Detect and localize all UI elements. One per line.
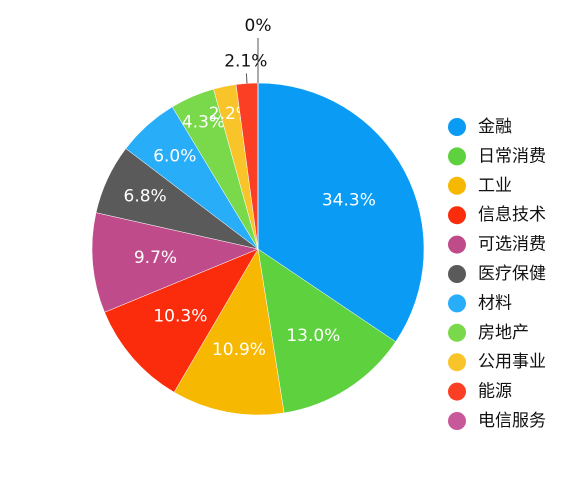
data-label: 10.3%	[153, 307, 207, 327]
legend-label: 材料	[478, 293, 512, 313]
data-label: 34.3%	[322, 191, 376, 211]
legend-marker	[448, 206, 466, 225]
data-label: 6.0%	[153, 146, 196, 166]
legend-label: 公用事业	[478, 352, 546, 372]
pie-slice	[173, 248, 285, 416]
legend-label: 电信服务	[478, 411, 546, 431]
legend-marker	[448, 382, 466, 401]
legend-label: 工业	[478, 176, 512, 196]
legend-marker	[448, 412, 466, 430]
legend-label: 信息技术	[478, 205, 546, 225]
legend-label: 日常消费	[478, 146, 546, 166]
pie-slice	[91, 212, 259, 313]
data-label: 6.8%	[124, 187, 167, 207]
data-label: 2.1%	[224, 51, 267, 71]
legend-label: 房地产	[478, 323, 529, 343]
legend-marker	[448, 323, 466, 342]
legend-marker	[448, 147, 466, 166]
legend-marker	[448, 118, 466, 136]
pie-slice	[257, 248, 397, 414]
data-label: 0%	[245, 16, 272, 36]
leader-line	[245, 73, 248, 84]
legend-marker	[448, 235, 466, 254]
legend-label: 能源	[478, 382, 512, 402]
legend-label: 医疗保健	[478, 264, 546, 284]
legend-marker	[448, 353, 466, 372]
legend-marker	[448, 294, 466, 313]
data-label: 13.0%	[286, 326, 340, 346]
legend-marker	[448, 176, 466, 195]
data-label: 10.9%	[212, 340, 266, 360]
pie-slice	[257, 82, 425, 343]
legend-label: 金融	[478, 117, 512, 137]
legend-label: 可选消费	[478, 235, 546, 255]
legend-marker	[448, 265, 466, 283]
pie-slice	[104, 248, 259, 393]
data-label: 9.7%	[134, 248, 177, 268]
data-label: 4.3%	[182, 112, 225, 132]
